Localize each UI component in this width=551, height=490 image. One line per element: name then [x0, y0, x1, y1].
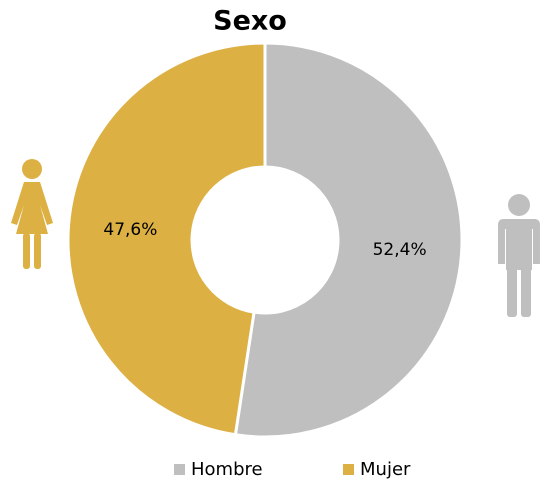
legend-swatch — [174, 464, 185, 475]
data-label: 52,4% — [373, 240, 427, 260]
man-icon — [498, 194, 540, 317]
donut-segment — [233, 41, 464, 439]
woman-icon — [11, 159, 53, 269]
legend-label: Hombre — [191, 459, 263, 480]
legend-label: Mujer — [360, 459, 411, 480]
legend-swatch — [343, 464, 354, 475]
chart-title: Sexo — [213, 6, 287, 37]
data-label: 47,6% — [103, 220, 157, 240]
donut-segment — [66, 41, 267, 437]
